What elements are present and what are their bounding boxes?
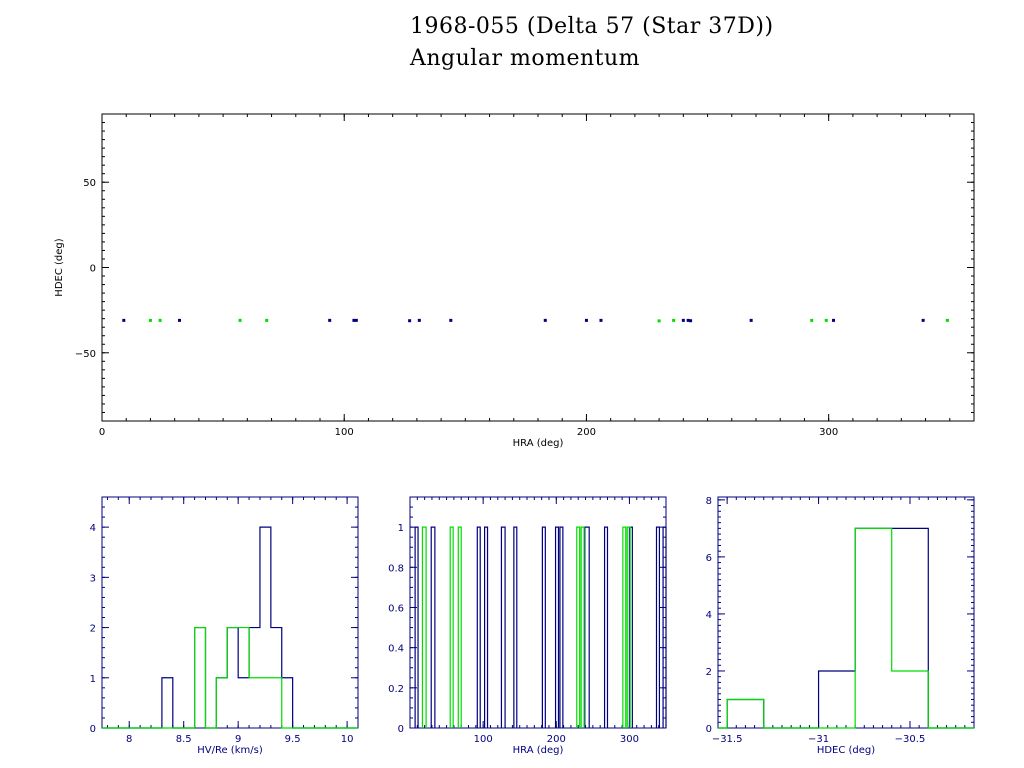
y-tick-label: 0.6 — [388, 603, 404, 614]
histogram-bin-blue — [513, 526, 518, 728]
histogram-bin-blue — [430, 526, 436, 728]
x-tick-label: 200 — [577, 427, 596, 438]
y-tick-label: −50 — [75, 349, 96, 360]
x-tick-label: 300 — [819, 427, 838, 438]
chart-panel-4: −31.5 −31 −30.5 0 2 4 6 8 HDEC (deg) — [706, 496, 975, 756]
x-axis-label: HDEC (deg) — [817, 745, 875, 756]
x-tick-label: 8.5 — [176, 734, 192, 745]
chart-panel-3: 100 200 300 0 0.2 0.4 0.6 0.8 1 HRA (deg) — [388, 496, 667, 756]
histogram-bin-blue — [584, 526, 590, 728]
y-tick-label: 2 — [90, 624, 96, 635]
scatter-point-green — [148, 318, 152, 322]
x-tick-label: −30.5 — [895, 734, 926, 745]
x-tick-label: 200 — [547, 734, 566, 745]
scatter-point-green — [265, 318, 269, 322]
scatter-point-blue — [681, 318, 685, 322]
chart-title: 1968-055 (Delta 57 (Star 37D)) — [410, 14, 774, 39]
histogram-bin-blue — [500, 526, 506, 728]
x-axis-label: HRA (deg) — [513, 438, 564, 449]
x-tick-label: 8 — [126, 734, 132, 745]
scatter-point-blue — [686, 318, 690, 322]
y-tick-label: 4 — [706, 610, 712, 621]
histogram-step-blue — [718, 527, 974, 729]
histogram-step-green — [718, 527, 974, 729]
histogram-bin-green — [421, 526, 427, 728]
x-tick-label: 100 — [335, 427, 354, 438]
scatter-point-green — [945, 318, 949, 322]
chart-panel-2: 8 8.5 9 9.5 10 0 1 2 3 4 HV/Re (km/s) — [90, 496, 359, 756]
scatter-point-green — [238, 318, 242, 322]
scatter-point-blue — [449, 318, 453, 322]
y-tick-label: 1 — [90, 674, 96, 685]
y-tick-label: 0 — [90, 264, 96, 275]
plot-frame — [101, 113, 975, 422]
histogram-bin-green — [580, 526, 585, 728]
histogram-bin-green — [576, 526, 581, 728]
y-tick-label: 2 — [706, 667, 712, 678]
histogram-bin-green — [449, 526, 454, 728]
scatter-point-blue — [599, 318, 603, 322]
x-tick-label: 9.5 — [285, 734, 301, 745]
x-tick-label: −31 — [808, 734, 829, 745]
scatter-point-blue — [921, 318, 925, 322]
histogram-bin-blue — [662, 526, 667, 728]
histogram-bin-blue — [541, 526, 546, 728]
y-tick-label: 3 — [90, 573, 96, 584]
x-axis-label: HRA (deg) — [513, 745, 564, 756]
y-tick-label: 0 — [90, 724, 96, 735]
scatter-point-blue — [178, 318, 182, 322]
histogram-bin-blue — [655, 526, 661, 728]
scatter-point-green — [810, 318, 814, 322]
y-tick-label: 4 — [90, 523, 96, 534]
chart-panel-1: 0 100 200 300 50 0 −50 HRA (deg) HDEC (deg) — [54, 113, 975, 449]
histogram-bin-green — [626, 526, 631, 728]
scatter-point-green — [657, 319, 661, 323]
scatter-point-blue — [689, 319, 693, 323]
scatter-point-blue — [122, 318, 126, 322]
scatter-point-blue — [417, 318, 421, 322]
histogram-bin-green — [457, 526, 462, 728]
x-tick-label: 9 — [235, 734, 241, 745]
histogram-bin-blue — [559, 526, 564, 728]
x-tick-label: −31.5 — [712, 734, 743, 745]
chart-subtitle: Angular momentum — [410, 46, 640, 71]
histogram-bin-blue — [484, 526, 489, 728]
y-tick-label: 1 — [398, 523, 404, 534]
histogram-bin-blue — [603, 526, 609, 728]
y-tick-label: 0.2 — [388, 684, 404, 695]
scatter-point-blue — [543, 318, 547, 322]
scatter-point-green — [158, 318, 162, 322]
x-tick-label: 300 — [620, 734, 639, 745]
plot-frame — [717, 496, 975, 729]
y-axis-label: HDEC (deg) — [54, 238, 65, 296]
plot-frame — [101, 496, 359, 729]
histogram-bin-blue — [628, 526, 633, 728]
histogram-bin-blue — [414, 526, 419, 728]
scatter-point-blue — [749, 318, 753, 322]
scatter-point-green — [672, 318, 676, 322]
y-tick-label: 0.4 — [388, 644, 404, 655]
scatter-point-blue — [354, 318, 358, 322]
x-tick-label: 0 — [99, 427, 105, 438]
scatter-point-green — [824, 318, 828, 322]
y-tick-label: 0 — [706, 724, 712, 735]
scatter-point-blue — [328, 318, 332, 322]
histogram-bin-blue — [554, 526, 560, 728]
scatter-point-blue — [584, 318, 588, 322]
scatter-point-blue — [352, 318, 356, 322]
y-tick-label: 8 — [706, 496, 712, 507]
histogram-bin-blue — [476, 526, 481, 728]
y-tick-label: 0.8 — [388, 563, 404, 574]
x-tick-label: 100 — [474, 734, 493, 745]
y-tick-label: 50 — [83, 178, 96, 189]
histogram-step-green — [102, 626, 358, 729]
x-tick-label: 10 — [341, 734, 354, 745]
y-tick-label: 6 — [706, 553, 712, 564]
histogram-bin-green — [622, 526, 627, 728]
scatter-point-blue — [832, 318, 836, 322]
x-axis-label: HV/Re (km/s) — [197, 745, 263, 756]
y-tick-label: 0 — [398, 724, 404, 735]
scatter-point-blue — [408, 319, 412, 323]
